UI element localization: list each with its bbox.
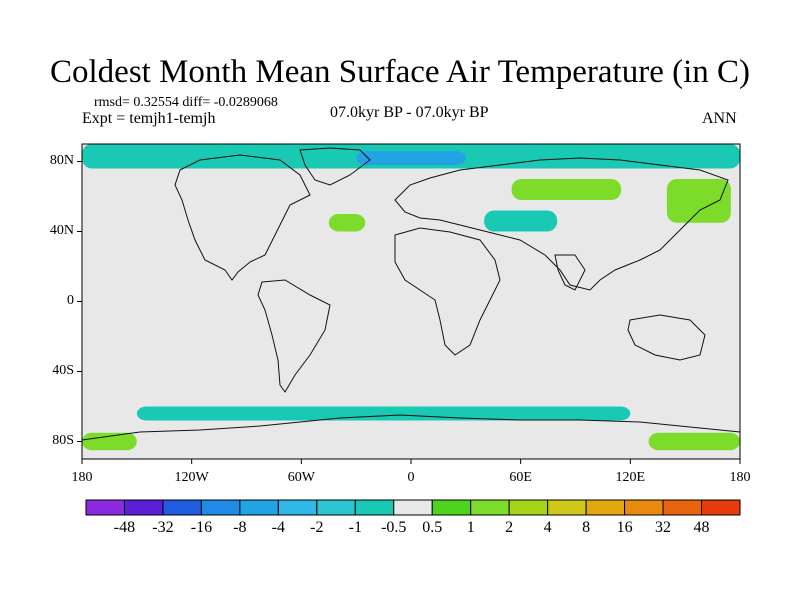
- season-label: ANN: [702, 110, 737, 127]
- colorbar-tick-label: 1: [466, 519, 475, 536]
- colorbar-swatch: [354, 499, 395, 516]
- lon-label: 120E: [615, 470, 646, 485]
- lon-label: 60E: [509, 470, 532, 485]
- period-line: 07.0kyr BP - 07.0kyr BP: [330, 104, 489, 121]
- colorbar-tick-label: -32: [152, 519, 174, 536]
- colorbar-swatch: [470, 499, 510, 516]
- colorbar-tick-label: -2: [310, 519, 324, 536]
- lon-label: 60W: [287, 470, 315, 485]
- lon-label: 120W: [174, 470, 209, 485]
- colorbar-swatch: [162, 499, 202, 516]
- colorbar-swatch: [701, 499, 741, 516]
- colorbar-tick-label: 4: [543, 519, 552, 536]
- colorbar-tick-label: 2: [505, 519, 514, 536]
- colorbar-swatch: [547, 499, 587, 516]
- colorbar-swatch: [239, 499, 279, 516]
- lat-label: 80S: [52, 432, 74, 448]
- anomaly-region-europe-green: [328, 214, 366, 232]
- colorbar-tick-label: -48: [113, 519, 136, 536]
- colorbar-tick-label: -8: [233, 519, 247, 536]
- lat-label: 80N: [49, 152, 74, 168]
- chart-title: Coldest Month Mean Surface Air Temperatu…: [50, 54, 750, 90]
- axis-ticks: [77, 161, 741, 464]
- colorbar-tick-label: 8: [582, 519, 591, 536]
- lon-label: 0: [407, 470, 415, 485]
- anomaly-region-greenland-blue: [356, 151, 466, 165]
- lat-label: 40N: [49, 222, 74, 238]
- anomaly-regions: [82, 144, 740, 451]
- colorbar-swatch: [393, 499, 433, 516]
- colorbar: [85, 499, 741, 516]
- colorbar-tick-label: -1: [348, 519, 362, 536]
- colorbar-tick-label: -0.5: [381, 519, 407, 536]
- stats-line: rmsd= 0.32554 diff= -0.0289068: [94, 95, 278, 110]
- colorbar-swatch: [277, 499, 318, 516]
- colorbar-swatch: [431, 499, 472, 516]
- anomaly-region-central-asia-cyan: [484, 210, 558, 232]
- colorbar-tick-label: 0.5: [422, 519, 443, 536]
- colorbar-tick-label: 16: [616, 519, 633, 536]
- anomaly-region-siberia-green: [511, 179, 622, 200]
- colorbar-swatch: [624, 499, 664, 516]
- colorbar-swatch: [85, 499, 125, 516]
- coastlines: [81, 147, 741, 441]
- anomaly-region-southern-ocean-cyan: [136, 406, 631, 421]
- lon-label: 180: [729, 470, 751, 485]
- colorbar-tick-label: 32: [655, 519, 672, 536]
- experiment-line: Expt = temjh1-temjh: [82, 110, 216, 127]
- anomaly-region-antarctic-green-east: [648, 432, 740, 451]
- colorbar-tick-label: -16: [190, 519, 213, 536]
- lat-label: 0: [67, 292, 74, 308]
- colorbar-swatch: [123, 499, 164, 516]
- colorbar-swatch: [662, 499, 703, 516]
- anomaly-region-east-siberia-green: [666, 179, 731, 223]
- colorbar-swatch: [200, 499, 241, 516]
- anomaly-region-antarctic-green: [82, 432, 137, 451]
- colorbar-swatch: [508, 499, 549, 516]
- colorbar-swatch: [585, 499, 626, 516]
- colorbar-tick-label: -4: [271, 519, 285, 536]
- colorbar-swatch: [316, 499, 356, 516]
- lon-label: 180: [71, 470, 93, 485]
- colorbar-tick-label: 48: [693, 519, 710, 536]
- lat-label: 40S: [52, 362, 74, 378]
